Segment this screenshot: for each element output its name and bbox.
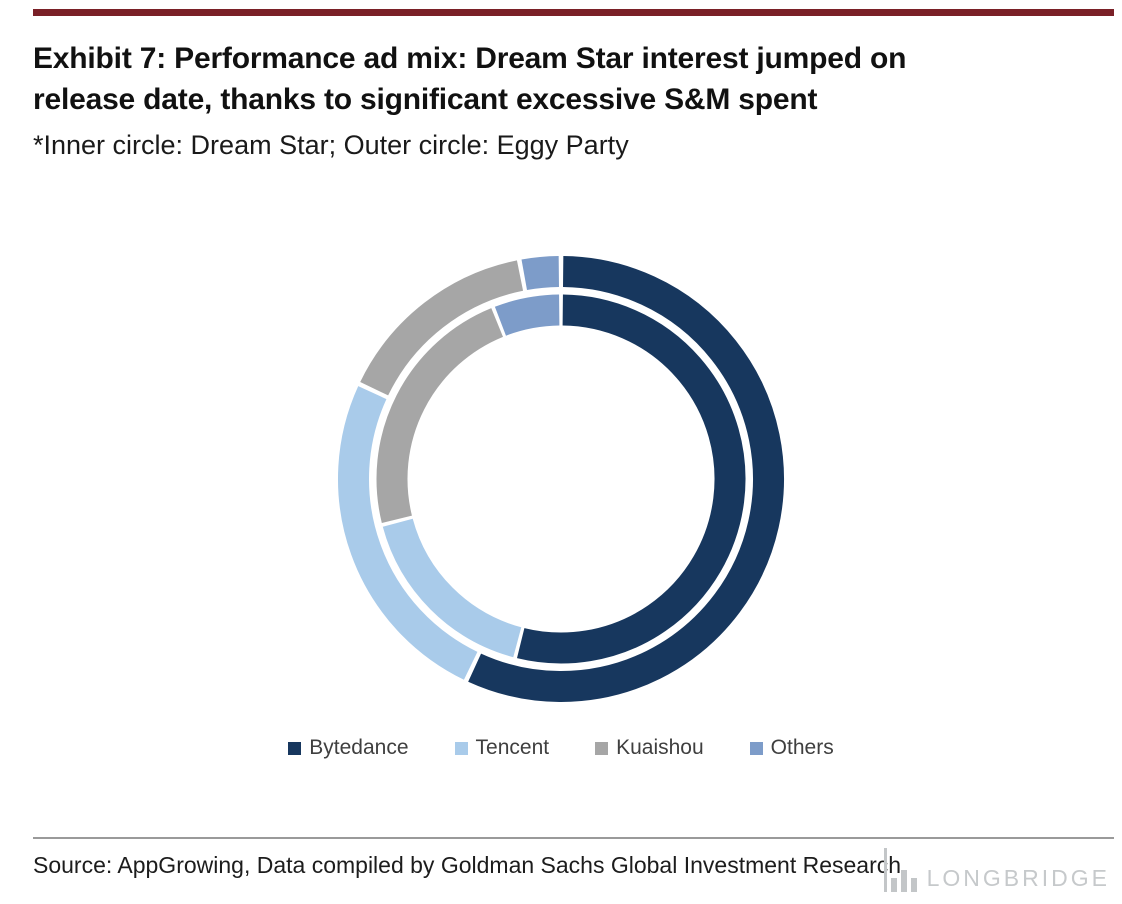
accent-bar (33, 9, 1114, 16)
legend-item-bytedance: Bytedance (288, 736, 409, 760)
legend-label-others: Others (770, 736, 834, 759)
exhibit-title-line1: Exhibit 7: Performance ad mix: Dream Sta… (33, 42, 907, 75)
outer-ring-segment-tencent (338, 386, 478, 680)
legend-label-tencent: Tencent (475, 736, 550, 759)
legend-item-others: Others (749, 736, 834, 760)
donut-chart (281, 246, 841, 716)
footer-divider (33, 837, 1114, 839)
exhibit-subtitle: *Inner circle: Dream Star; Outer circle:… (33, 130, 629, 160)
legend-swatch-bytedance (288, 741, 302, 755)
outer-ring-segment-kuaishou (360, 260, 524, 396)
exhibit-title-line2: release date, thanks to significant exce… (33, 83, 818, 117)
inner-ring-segment-tencent (382, 518, 522, 658)
legend-item-kuaishou: Kuaishou (595, 736, 704, 760)
outer-ring-segment-bytedance (468, 256, 784, 702)
legend-item-tencent: Tencent (454, 736, 550, 760)
inner-ring-segment-bytedance (517, 294, 746, 664)
longbridge-logo-icon (883, 848, 917, 892)
inner-ring-segment-others (494, 294, 560, 336)
donut-chart-svg (338, 256, 784, 702)
inner-ring-segment-kuaishou (376, 308, 504, 523)
legend-swatch-others (749, 741, 763, 755)
exhibit-title: Exhibit 7: Performance ad mix: Dream Sta… (33, 38, 1103, 121)
legend-swatch-kuaishou (595, 741, 609, 755)
legend-swatch-tencent (454, 741, 468, 755)
watermark: LONGBRIDGE (883, 848, 1110, 892)
legend-label-kuaishou: Kuaishou (616, 736, 704, 759)
source-text: Source: AppGrowing, Data compiled by Gol… (33, 852, 902, 878)
legend-label-bytedance: Bytedance (309, 736, 409, 759)
chart-legend: Bytedance Tencent Kuaishou Others (0, 736, 1122, 760)
watermark-text: LONGBRIDGE (926, 865, 1110, 891)
outer-ring-segment-others (521, 256, 560, 291)
